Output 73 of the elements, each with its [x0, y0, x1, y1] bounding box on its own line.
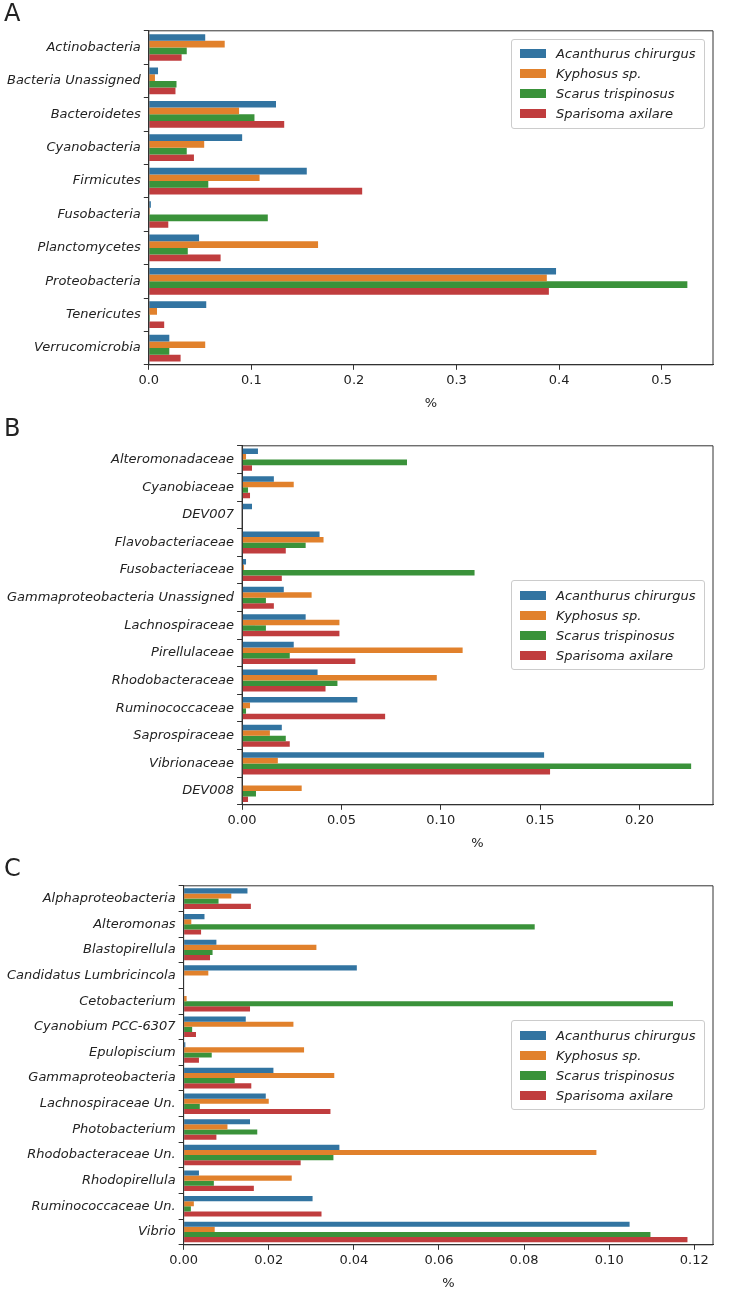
y-tick-label: Rhodopirellula — [81, 1172, 176, 1188]
y-tick-label: Bacteria Unassigned — [6, 72, 142, 88]
x-tick-label: 0.0 — [138, 371, 160, 387]
y-tick-label: Pirellulaceae — [151, 644, 235, 660]
y-tick-label: Cyanobium PCC-6307 — [34, 1018, 177, 1034]
chart-title: C — [4, 853, 21, 882]
y-tick-label: Epulopiscium — [89, 1043, 176, 1059]
x-tick-label: 0.06 — [424, 1251, 454, 1267]
x-axis-title: % — [471, 834, 484, 850]
y-tick-label: Verrucomicrobia — [34, 339, 141, 355]
x-tick-label: 0.00 — [169, 1251, 199, 1267]
x-tick-label: 0.00 — [227, 811, 257, 827]
x-tick-label: 0.4 — [548, 371, 570, 387]
x-tick-label: 0.04 — [339, 1251, 369, 1267]
y-tick-label: Cyanobiaceae — [142, 478, 235, 494]
y-tick-label: Blastopirellula — [83, 941, 176, 957]
chart-title: A — [4, 0, 21, 27]
legend-label: Acanthurus chirurgus — [556, 1027, 696, 1043]
x-tick-label: 0.10 — [426, 811, 456, 827]
y-tick-label: Saprospiraceae — [133, 727, 235, 743]
x-tick-label: 0.20 — [625, 811, 654, 827]
y-tick-label: Rhodobacteraceae Un. — [27, 1146, 176, 1162]
x-tick-label: 0.05 — [326, 811, 356, 827]
x-tick-label: 0.08 — [509, 1251, 539, 1267]
x-axis-title: % — [442, 1274, 455, 1290]
x-tick-label: 0.5 — [651, 371, 673, 387]
x-tick-label: 0.1 — [241, 371, 262, 387]
y-tick-label: Lachnospiraceae — [124, 616, 235, 632]
legend-label: Scarus trispinosus — [556, 1067, 675, 1083]
y-tick-label: Planctomycetes — [37, 239, 142, 255]
legend-label: Sparisoma axilare — [556, 1087, 674, 1103]
y-tick-label: Vibrionaceae — [149, 754, 235, 770]
y-tick-label: Bacteroidetes — [50, 105, 142, 121]
y-tick-label: Alteromonas — [92, 915, 176, 931]
y-tick-label: Cyanobacteria — [46, 139, 141, 155]
legend-label: Scarus trispinosus — [556, 86, 675, 102]
y-tick-label: Vibrio — [137, 1223, 176, 1239]
legend-label: Acanthurus chirurgus — [556, 46, 696, 62]
y-tick-label: Alphaproteobacteria — [41, 890, 176, 905]
y-tick-label: Fusobacteriaceae — [119, 561, 235, 577]
x-tick-label: 0.10 — [594, 1251, 624, 1267]
legend-label: Sparisoma axilare — [556, 106, 674, 122]
legend-label: Kyphosus sp. — [556, 607, 642, 623]
y-tick-label: Alteromonadaceae — [110, 450, 235, 466]
y-tick-label: Cetobacterium — [79, 992, 176, 1008]
y-tick-label: Tenericutes — [66, 306, 142, 322]
x-axis-title: % — [424, 394, 438, 410]
text: B — [4, 413, 21, 442]
y-tick-label: Proteobacteria — [45, 272, 141, 288]
legend-label: Kyphosus sp. — [556, 1047, 642, 1063]
x-tick-label: 0.02 — [254, 1251, 284, 1267]
x-tick-label: 0.2 — [343, 371, 365, 387]
y-tick-label: Actinobacteria — [45, 38, 141, 54]
y-tick-label: Gammaproteobacteria Unassigned — [6, 589, 235, 605]
y-tick-label: Flavobacteriaceae — [114, 533, 235, 549]
legend-label: Sparisoma axilare — [556, 647, 674, 663]
y-tick-label: Ruminococcaceae — [115, 699, 235, 715]
x-tick-label: 0.3 — [446, 371, 467, 387]
y-tick-label: Candidatus Lumbricincola — [7, 966, 176, 982]
y-tick-label: Photobacterium — [72, 1120, 176, 1136]
y-tick-label: Gammaproteobacteria — [28, 1069, 176, 1085]
y-tick-label: DEV008 — [182, 782, 235, 798]
legend-label: Acanthurus chirurgus — [556, 587, 696, 603]
y-tick-label: Fusobacteria — [57, 205, 141, 221]
legend-label: Scarus trispinosus — [556, 627, 675, 643]
x-tick-label: 0.15 — [525, 811, 555, 827]
y-tick-label: Lachnospiraceae Un. — [39, 1095, 176, 1111]
y-tick-label: Rhodobacteraceae — [111, 671, 235, 687]
legend-label: Kyphosus sp. — [556, 66, 642, 82]
y-tick-label: Firmicutes — [72, 172, 142, 188]
x-tick-label: 0.12 — [679, 1251, 709, 1267]
y-tick-label: Ruminococcaceae Un. — [31, 1197, 176, 1213]
y-tick-label: DEV007 — [182, 506, 235, 522]
